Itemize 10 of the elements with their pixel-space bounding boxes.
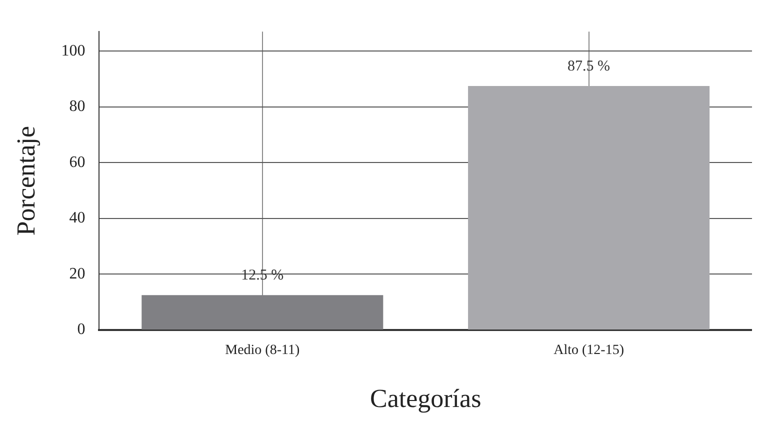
x-axis-title: Categorías bbox=[370, 384, 482, 414]
y-tick-label: 40 bbox=[69, 210, 86, 227]
y-axis-title: Porcentaje bbox=[11, 126, 40, 236]
y-tick-label: 20 bbox=[69, 265, 86, 282]
y-tick-label: 80 bbox=[69, 98, 86, 116]
x-tick-label: Alto (12-15) bbox=[554, 343, 624, 358]
y-tick-label: 100 bbox=[61, 42, 86, 60]
y-tick-label: 60 bbox=[69, 154, 86, 171]
x-tick-label: Medio (8-11) bbox=[225, 343, 300, 358]
y-tick-label: 0 bbox=[77, 321, 86, 338]
